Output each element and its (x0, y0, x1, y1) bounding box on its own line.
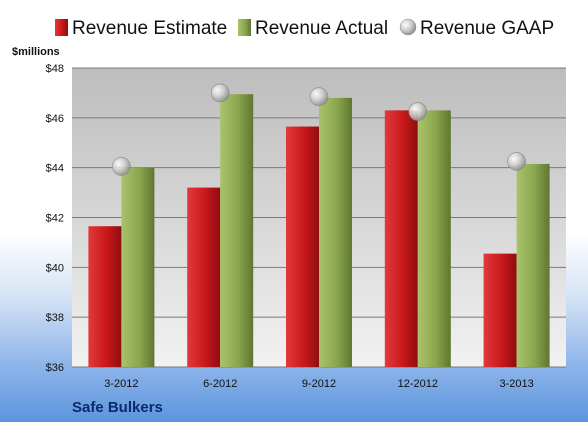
x-tick-label: 3-2013 (499, 378, 533, 390)
bar-revenue-estimate (286, 126, 319, 367)
y-tick-label: $46 (46, 113, 64, 125)
marker-revenue-gaap (507, 152, 526, 171)
legend-item-actual: Revenue Actual (238, 18, 388, 39)
y-axis-unit-label: $millions (12, 46, 60, 58)
bar-revenue-actual (319, 97, 352, 368)
y-tick-label: $36 (46, 362, 64, 374)
marker-revenue-gaap (408, 102, 428, 121)
y-tick-label: $44 (46, 163, 64, 175)
marker-revenue-gaap (210, 83, 230, 103)
x-tick-label: 6-2012 (203, 378, 237, 390)
bar-revenue-estimate (187, 187, 221, 367)
legend-label-estimate: Revenue Estimate (72, 18, 227, 39)
y-tick-label: $40 (46, 262, 64, 274)
x-tick-label: 12-2012 (398, 378, 438, 390)
marker-revenue-gaap (309, 87, 329, 106)
bar-revenue-actual (220, 94, 254, 367)
gaap-markers (112, 83, 526, 176)
legend-swatch-estimate (55, 19, 68, 36)
y-tick-label: $42 (46, 213, 64, 225)
legend-item-estimate: Revenue Estimate (55, 18, 227, 39)
legend-label-actual: Revenue Actual (255, 18, 388, 39)
x-axis-ticks: 3-2012 6-2012 9-2012 12-2012 3-2013 (104, 378, 533, 390)
chart-legend: Revenue Estimate Revenue Actual Revenue … (55, 18, 554, 39)
legend-swatch-gaap (399, 18, 417, 36)
y-axis-ticks: $36 $38 $40 $42 $44 $46 $48 (46, 63, 64, 374)
company-name: Safe Bulkers (72, 399, 163, 416)
bar-revenue-actual (516, 163, 550, 367)
y-tick-label: $38 (46, 312, 64, 324)
legend-item-gaap: Revenue GAAP (399, 18, 554, 39)
bars (88, 94, 550, 368)
x-tick-label: 3-2012 (104, 378, 138, 390)
y-tick-label: $48 (46, 63, 64, 75)
bar-revenue-actual (417, 110, 451, 367)
bar-revenue-estimate (483, 253, 517, 367)
bar-revenue-estimate (88, 226, 122, 367)
bar-revenue-estimate (384, 110, 418, 367)
marker-revenue-gaap (112, 157, 131, 176)
x-tick-label: 9-2012 (302, 378, 336, 390)
bar-revenue-actual (121, 167, 155, 367)
legend-swatch-actual (238, 19, 251, 36)
legend-label-gaap: Revenue GAAP (420, 18, 554, 39)
